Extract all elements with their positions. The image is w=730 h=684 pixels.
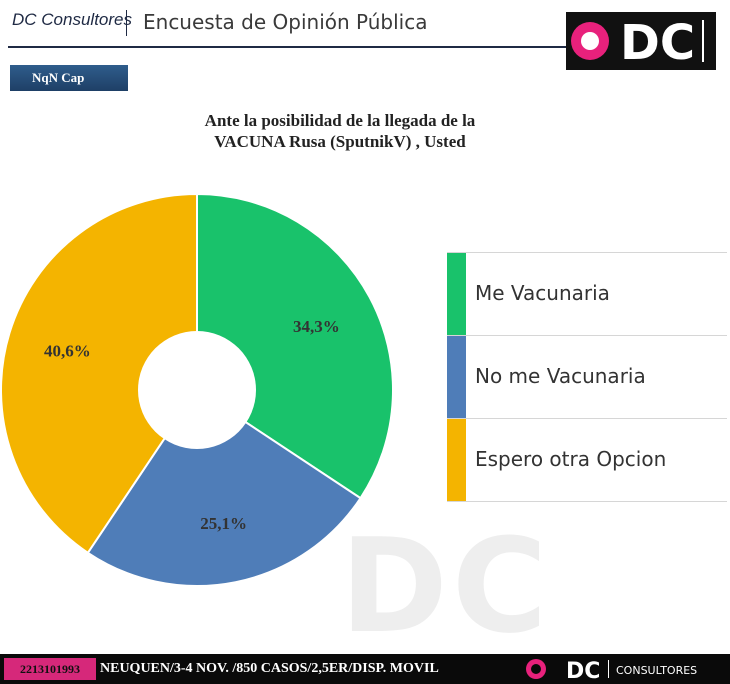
logo-text: DC bbox=[620, 15, 695, 70]
footer-logo: DC CONSULTORES bbox=[526, 659, 697, 681]
region-tab: NqN Cap bbox=[10, 65, 128, 91]
slice-espero-otra-opcion bbox=[0, 192, 198, 555]
question-line-1: Ante la posibilidad de la llegada de la bbox=[204, 111, 476, 130]
slice-data-label: 40,6% bbox=[44, 342, 91, 361]
legend-swatch bbox=[447, 253, 466, 335]
legend-item-me-vacunaria: Me Vacunaria bbox=[447, 252, 727, 335]
footer-phone: 2213101993 bbox=[4, 658, 96, 680]
brand-divider bbox=[126, 10, 127, 36]
dc-watermark: DC bbox=[340, 510, 552, 662]
header-rule bbox=[8, 46, 568, 48]
question-line-2: VACUNA Rusa (SputnikV) , Usted bbox=[214, 132, 466, 151]
dc-logo: DC bbox=[566, 12, 716, 71]
slice-no-me-vacunaria bbox=[86, 388, 362, 587]
footer-info: NEUQUEN/3-4 NOV. /850 CASOS/2,5ER/DISP. … bbox=[100, 661, 439, 676]
legend-label: Me Vacunaria bbox=[475, 281, 610, 305]
legend-item-espero-otra-opcion: Espero otra Opcion bbox=[447, 418, 727, 502]
footer-logo-text: DC bbox=[566, 659, 600, 681]
footer-bar: 2213101993 NEUQUEN/3-4 NOV. /850 CASOS/2… bbox=[0, 654, 730, 684]
brand-name: DC Consultores bbox=[12, 10, 132, 29]
footer-logo-sub: CONSULTORES bbox=[616, 664, 697, 677]
chart-legend: Me Vacunaria No me Vacunaria Espero otra… bbox=[447, 252, 727, 502]
legend-swatch bbox=[447, 336, 466, 418]
slice-data-label: 34,3% bbox=[293, 317, 340, 336]
page-title: Encuesta de Opinión Pública bbox=[143, 10, 428, 34]
donut-hole bbox=[138, 331, 256, 449]
legend-label: Espero otra Opcion bbox=[475, 447, 667, 471]
slice-data-label: 25,1% bbox=[200, 514, 247, 533]
donut-chart: 34,3% 25,1% 40,6% bbox=[0, 192, 394, 587]
question-title: Ante la posibilidad de la llegada de la … bbox=[150, 110, 530, 152]
legend-label: No me Vacunaria bbox=[475, 364, 646, 388]
legend-item-no-me-vacunaria: No me Vacunaria bbox=[447, 335, 727, 418]
legend-swatch bbox=[447, 419, 466, 501]
